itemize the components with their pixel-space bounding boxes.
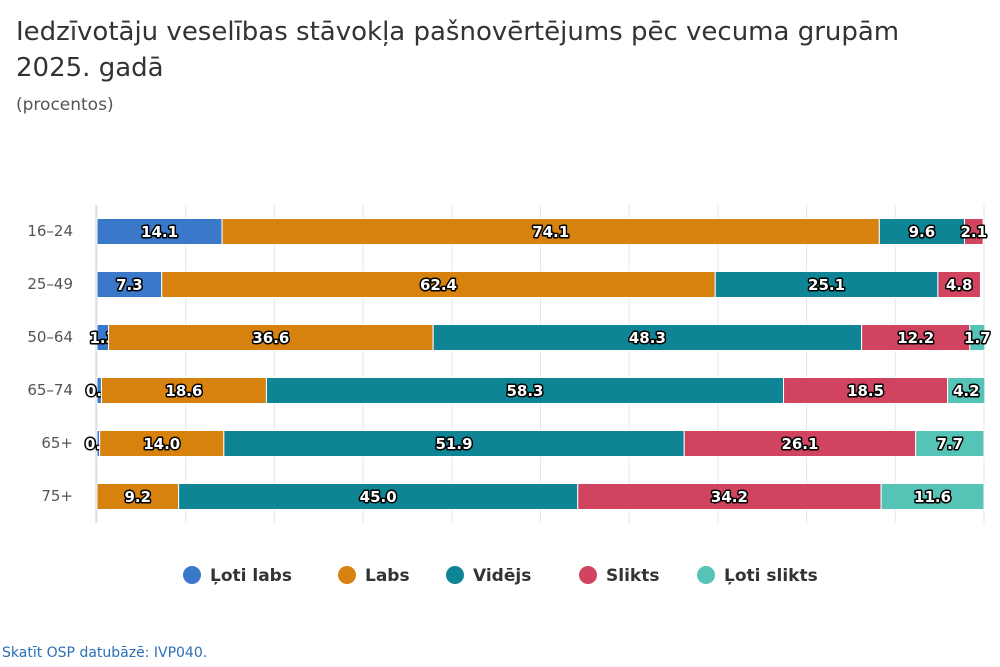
data-label: 48.3 <box>629 329 666 347</box>
legend-marker <box>338 566 356 584</box>
data-label: 2.1 <box>961 223 988 241</box>
bar-segment <box>947 377 986 404</box>
data-label: 74.1 <box>532 223 569 241</box>
bar-segment <box>178 483 579 510</box>
y-tick-label: 50–64 <box>27 328 73 346</box>
y-tick-label: 25–49 <box>27 275 73 293</box>
data-label: 26.1 <box>781 435 818 453</box>
bar-segment <box>96 271 163 298</box>
legend-label: Labs <box>365 566 410 586</box>
bar-segment <box>96 218 223 245</box>
data-label: 18.5 <box>847 382 884 400</box>
bar-segment <box>915 430 985 457</box>
legend-marker <box>579 566 597 584</box>
y-tick-label: 16–24 <box>27 222 73 240</box>
bar-segment <box>969 324 986 351</box>
bar-segment <box>265 377 785 404</box>
bar-segment <box>878 218 965 245</box>
data-label: 51.9 <box>436 435 473 453</box>
bar-segment <box>880 483 985 510</box>
legend-label: Vidējs <box>473 566 531 586</box>
legend-marker <box>446 566 464 584</box>
data-label: 58.3 <box>506 382 543 400</box>
data-label: 4.8 <box>946 276 973 294</box>
data-label: 1.7 <box>964 329 991 347</box>
y-tick-label: 65–74 <box>27 381 73 399</box>
data-label: 45.0 <box>360 488 397 506</box>
data-label: 14.0 <box>143 435 180 453</box>
chart-subtitle: (procentos) <box>16 95 114 115</box>
bar-segment <box>96 483 180 510</box>
legend-label: Ļoti labs <box>210 566 292 586</box>
bar-segment <box>108 324 434 351</box>
y-tick-label: 75+ <box>41 487 73 505</box>
data-label: 11.6 <box>914 488 951 506</box>
bar-segment <box>223 430 685 457</box>
bar-segment <box>714 271 939 298</box>
data-label: 36.6 <box>252 329 289 347</box>
footer-link[interactable]: Skatīt OSP datubāzē: IVP040. <box>2 645 207 661</box>
data-label: 7.3 <box>116 276 143 294</box>
bar-segment <box>683 430 917 457</box>
bar-segment <box>100 377 267 404</box>
bar-segment <box>99 430 225 457</box>
bar-segment <box>221 218 880 245</box>
data-label: 4.2 <box>953 382 980 400</box>
legend-marker <box>183 566 201 584</box>
legend-label: Ļoti slikts <box>724 566 818 586</box>
data-label: 25.1 <box>808 276 845 294</box>
data-label: 14.1 <box>141 223 178 241</box>
data-label: 9.6 <box>909 223 936 241</box>
y-tick-label: 65+ <box>41 434 73 452</box>
bar-segment <box>937 271 981 298</box>
bar-segment <box>963 218 984 245</box>
data-label: 18.6 <box>165 382 202 400</box>
chart-title: Iedzīvotāju veselības stāvokļa pašnovērt… <box>16 17 899 83</box>
data-label: 12.2 <box>897 329 934 347</box>
data-label: 62.4 <box>420 276 457 294</box>
bar-segment <box>161 271 716 298</box>
data-label: 7.7 <box>937 435 964 453</box>
legend-marker <box>697 566 715 584</box>
data-label: 34.2 <box>711 488 748 506</box>
bar-segment <box>861 324 971 351</box>
data-label: 9.2 <box>125 488 152 506</box>
legend-label: Slikts <box>606 566 659 586</box>
